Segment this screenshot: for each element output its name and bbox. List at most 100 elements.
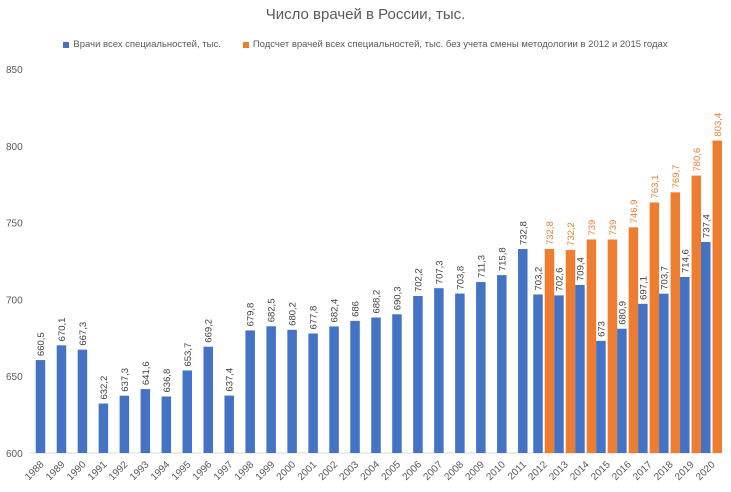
bar-series1	[497, 275, 507, 453]
bar-series2	[691, 175, 702, 454]
bar-series1	[575, 284, 585, 453]
data-label-series1: 690,3	[392, 287, 403, 311]
bar-series1	[56, 345, 67, 453]
x-tick-label: 1995	[170, 459, 194, 483]
bar-series1	[392, 314, 402, 453]
data-label-series2: 803,4	[713, 113, 724, 137]
bar-series1	[329, 326, 339, 453]
x-tick-label: 2019	[673, 459, 697, 483]
bar-series1	[266, 326, 276, 453]
bar-series1	[413, 296, 423, 453]
x-tick-label: 2005	[380, 459, 404, 483]
data-label-series1: 714,6	[680, 249, 691, 273]
x-tick-label: 2016	[610, 459, 634, 483]
bar-series1	[119, 395, 130, 453]
x-tick-label: 1989	[44, 459, 68, 483]
data-label-series1: 715,8	[497, 247, 508, 271]
x-tick-label: 1996	[191, 459, 215, 483]
x-tick-label: 1994	[149, 459, 173, 483]
y-tick-label: 850	[6, 65, 23, 76]
x-tick-label: 2002	[317, 459, 341, 483]
bar-series1	[659, 293, 669, 453]
x-tick-label: 2001	[296, 459, 320, 483]
data-label-series2: 732,2	[566, 222, 577, 246]
data-label-series1: 682,5	[267, 298, 278, 322]
y-tick-label: 750	[6, 219, 23, 230]
data-label-series2: 769,7	[671, 165, 682, 189]
bar-series2	[544, 249, 555, 453]
bar-series2	[565, 249, 576, 453]
x-tick-label: 2013	[547, 459, 571, 483]
data-label-series1: 688,2	[372, 290, 383, 314]
x-tick-label: 2020	[694, 459, 718, 483]
data-label-series1: 680,9	[617, 301, 628, 325]
y-tick-label: 700	[6, 295, 23, 306]
y-tick-label: 600	[6, 449, 23, 460]
y-tick-label: 650	[6, 372, 23, 383]
x-tick-label: 2009	[463, 459, 487, 483]
bar-series1	[350, 320, 360, 453]
x-tick-label: 2011	[506, 459, 529, 482]
bar-series1	[161, 396, 172, 453]
bar-series2	[607, 239, 618, 453]
data-label-series1: 702,2	[413, 268, 424, 292]
data-label-series1: 660,5	[36, 332, 47, 356]
bar-series1	[35, 360, 46, 453]
x-tick-label: 1998	[233, 459, 257, 483]
data-label-series1: 637,4	[225, 368, 236, 392]
legend-swatch-orange	[242, 41, 249, 48]
x-tick-label: 1993	[128, 459, 152, 483]
bar-series2	[649, 202, 660, 453]
data-label-series1: 686	[351, 301, 362, 317]
bar-series1	[596, 340, 606, 453]
data-label-series2: 739	[587, 220, 598, 236]
bar-series1	[680, 276, 690, 453]
legend-item-series1: Врачи всех специальностей, тыс.	[63, 39, 221, 50]
x-tick-label: 2014	[568, 459, 592, 483]
bar-series1	[203, 346, 213, 453]
bar-series2	[712, 140, 723, 453]
bar-series1	[245, 330, 255, 453]
data-label-series1: 632,2	[99, 376, 110, 400]
bar-series1	[98, 403, 109, 453]
data-label-series1: 641,6	[141, 361, 152, 385]
data-label-series1: 653,7	[183, 343, 194, 367]
data-label-series1: 677,8	[309, 306, 320, 330]
data-label-series1: 670,1	[57, 318, 68, 342]
bar-series1	[287, 329, 297, 453]
x-tick-label: 2017	[631, 459, 655, 483]
x-tick-label: 2012	[526, 459, 550, 483]
data-label-series1: 703,2	[534, 267, 545, 291]
bar-series1	[182, 370, 193, 453]
bar-series1	[371, 317, 381, 453]
bar-series1	[617, 328, 627, 453]
data-label-series2: 739	[608, 220, 619, 236]
bar-series1	[224, 395, 234, 453]
data-label-series1: 707,3	[434, 260, 445, 284]
legend-label-series2: Подсчет врачей всех специальностей, тыс.…	[252, 39, 668, 50]
x-tick-label: 1992	[107, 459, 131, 483]
x-tick-label: 1999	[254, 459, 278, 483]
data-label-series2: 732,8	[545, 221, 556, 245]
y-tick-label: 800	[6, 142, 23, 153]
bar-series1	[77, 349, 88, 453]
bar-series1	[518, 249, 528, 453]
x-tick-label: 2015	[589, 459, 613, 483]
data-label-series1: 680,2	[288, 302, 299, 326]
x-tick-label: 1988	[23, 459, 47, 483]
data-label-series1: 697,1	[638, 276, 649, 300]
x-tick-label: 2006	[401, 459, 425, 483]
bar-series2	[670, 192, 681, 453]
bar-series1	[140, 389, 151, 453]
bar-series1	[476, 282, 486, 453]
data-label-series1: 636,8	[162, 369, 173, 393]
bar-series1	[434, 288, 444, 453]
x-tick-label: 2010	[484, 459, 508, 483]
legend-swatch-blue	[63, 41, 70, 48]
x-tick-label: 2008	[442, 459, 466, 483]
x-tick-label: 2003	[338, 459, 362, 483]
data-label-series2: 763,1	[650, 175, 661, 199]
data-label-series1: 703,7	[659, 266, 670, 290]
data-label-series1: 637,3	[120, 368, 131, 392]
